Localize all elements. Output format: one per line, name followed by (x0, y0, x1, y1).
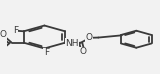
Text: O: O (86, 33, 93, 42)
Text: O: O (80, 47, 87, 56)
Text: O: O (0, 30, 6, 39)
Text: F: F (44, 48, 49, 57)
Text: NH: NH (65, 39, 79, 48)
Text: F: F (13, 26, 18, 35)
